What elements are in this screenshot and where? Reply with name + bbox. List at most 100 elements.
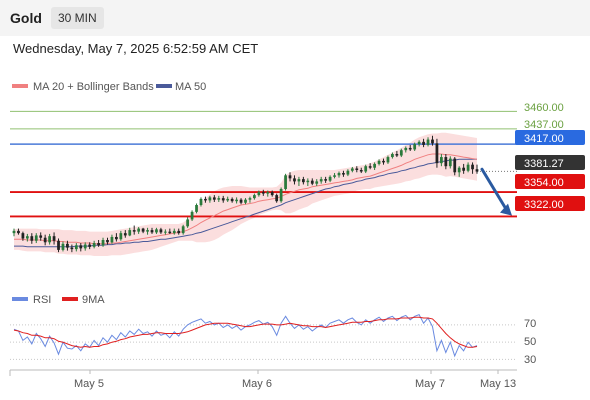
bollinger-band	[14, 132, 477, 256]
timestamp: Wednesday, May 7, 2025 6:52:59 AM CET	[13, 41, 259, 56]
forecast-arrow-head	[500, 203, 512, 216]
candle	[270, 192, 274, 196]
candle	[110, 236, 114, 243]
x-label-may5: May 5	[74, 378, 104, 390]
candle	[106, 240, 109, 243]
rsi-plot	[10, 313, 517, 360]
candle	[230, 198, 234, 202]
candle	[235, 199, 238, 202]
candle	[186, 219, 190, 227]
rsi-ma-line	[13, 316, 478, 348]
candle	[297, 179, 301, 182]
candle	[364, 166, 368, 172]
chart-header: Gold 30 MIN	[0, 0, 590, 36]
candle	[293, 178, 296, 182]
current-price-box	[515, 155, 585, 170]
rsi-tick-50: 50	[524, 336, 536, 348]
candle	[57, 240, 60, 250]
candle	[301, 179, 305, 183]
candle	[30, 236, 34, 241]
candle	[382, 160, 385, 163]
legend-9ma: 9MA	[82, 294, 105, 306]
legend-swatch-rsi	[12, 297, 28, 301]
legend-ma20: MA 20 + Bollinger Bands	[33, 81, 154, 93]
candle	[444, 157, 448, 167]
candle	[39, 235, 43, 238]
level-label-3437: 3437.00	[524, 119, 564, 131]
current-price-label: 3381.27	[524, 158, 564, 170]
candle	[128, 230, 132, 236]
candle	[208, 197, 212, 201]
candle	[453, 158, 457, 173]
candle	[288, 175, 292, 179]
candle	[48, 236, 51, 243]
candle	[395, 154, 399, 156]
level-label-3322: 3322.00	[524, 199, 564, 211]
candle	[279, 189, 283, 202]
candle	[319, 179, 323, 182]
candle	[79, 245, 83, 249]
x-label-may6: May 6	[242, 378, 272, 390]
x-label-may7: May 7	[415, 378, 445, 390]
rsi-tick-70: 70	[524, 318, 536, 330]
price-plot	[10, 110, 517, 256]
candle	[284, 175, 287, 190]
candle	[181, 226, 185, 234]
level-label-3417: 3417.00	[524, 133, 564, 145]
level-label-3460: 3460.00	[524, 102, 564, 114]
candle	[123, 233, 127, 236]
forecast-arrow-shaft	[480, 167, 509, 213]
level-box-3354	[515, 174, 585, 189]
candle	[17, 230, 20, 234]
x-label-may13: May 13	[480, 378, 516, 390]
candle	[248, 198, 252, 200]
legend-swatch-ma20	[12, 84, 28, 88]
candle	[408, 147, 412, 150]
candle	[261, 192, 265, 194]
candle	[199, 198, 203, 205]
legend-ma50: MA 50	[175, 81, 206, 93]
rsi-tick-30: 30	[524, 354, 536, 366]
candle	[70, 247, 74, 250]
candle	[413, 144, 417, 150]
candle	[333, 175, 336, 177]
candle	[391, 154, 394, 158]
candle	[132, 230, 136, 232]
candle	[440, 157, 443, 164]
candle	[417, 141, 421, 145]
candle	[448, 158, 452, 167]
timeframe-badge[interactable]: 30 MIN	[51, 7, 104, 29]
candle	[377, 160, 381, 164]
candle	[115, 236, 118, 240]
candle	[431, 139, 434, 144]
candle	[226, 198, 230, 201]
rsi-line	[13, 313, 478, 358]
candle	[399, 150, 403, 156]
candle	[74, 245, 78, 250]
candle	[328, 176, 332, 181]
candle	[12, 230, 16, 234]
candle	[386, 157, 390, 163]
candle	[66, 243, 69, 248]
level-label-3354: 3354.00	[524, 177, 564, 189]
candle	[137, 228, 141, 232]
candle	[119, 233, 123, 240]
candle	[88, 244, 92, 247]
candle	[155, 229, 158, 233]
level-box-3322	[515, 196, 585, 211]
legend-swatch-9ma	[62, 297, 78, 301]
candle	[83, 244, 87, 249]
candle	[25, 236, 29, 239]
candle	[310, 180, 314, 184]
candle	[244, 199, 247, 203]
candle	[457, 167, 461, 173]
candle	[61, 243, 65, 250]
candle	[315, 181, 319, 184]
candle	[257, 192, 261, 196]
candle	[101, 240, 105, 246]
candle	[97, 243, 100, 246]
candle	[221, 198, 225, 201]
candle	[141, 228, 145, 232]
candle	[275, 195, 279, 202]
